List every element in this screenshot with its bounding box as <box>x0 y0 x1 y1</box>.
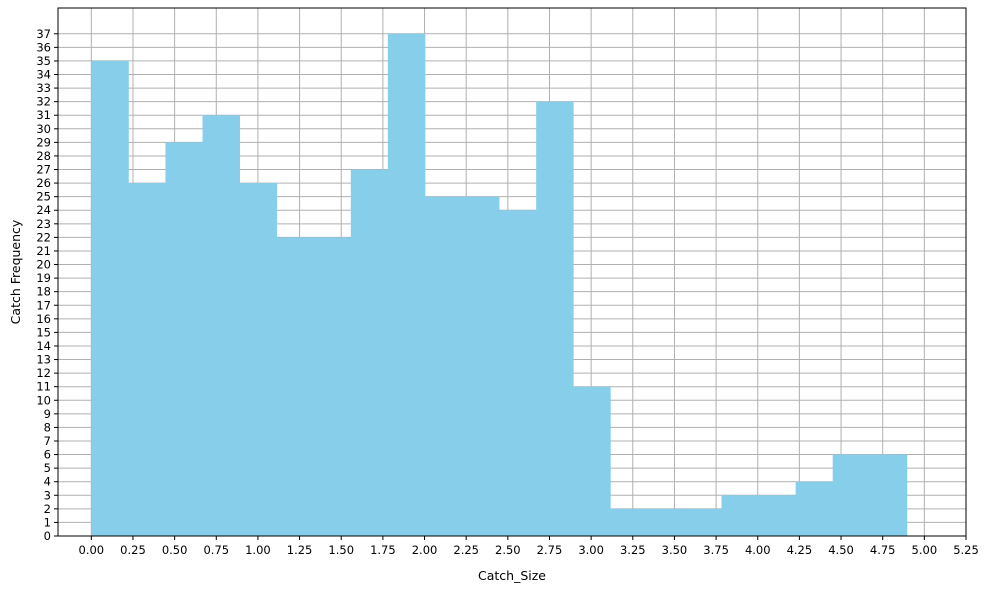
y-tick-label: 19 <box>36 271 51 285</box>
histogram-bar <box>462 196 500 536</box>
y-tick-label: 31 <box>36 108 51 122</box>
histogram-bar <box>91 60 129 537</box>
y-tick-label: 26 <box>36 176 51 190</box>
y-tick-label: 37 <box>36 27 51 41</box>
y-tick-label: 28 <box>36 149 51 163</box>
x-tick-label: 1.00 <box>245 543 271 557</box>
x-tick-label: 4.25 <box>787 543 813 557</box>
y-tick-label: 2 <box>44 502 51 516</box>
histogram-bar <box>313 237 352 536</box>
y-tick-label: 7 <box>44 434 51 448</box>
y-tick-label: 21 <box>36 244 51 258</box>
x-tick-label: 3.25 <box>620 543 646 557</box>
y-tick-label: 34 <box>36 68 51 82</box>
histogram-bar <box>165 142 203 537</box>
x-tick-label: 2.00 <box>412 543 438 557</box>
histogram-bar <box>684 508 722 536</box>
bars <box>91 33 908 537</box>
histogram-bar <box>758 495 797 536</box>
y-tick-label: 9 <box>44 407 51 421</box>
histogram-bar <box>350 169 389 536</box>
y-tick-label: 10 <box>36 393 51 407</box>
x-axis-label: Catch_Size <box>478 568 546 583</box>
x-tick-label: 1.50 <box>328 543 354 557</box>
histogram-bar <box>202 115 240 536</box>
x-tick-label: 4.50 <box>828 543 854 557</box>
y-tick-label: 13 <box>36 353 51 367</box>
y-tick-label: 18 <box>36 285 51 299</box>
histogram-bar <box>276 237 315 536</box>
y-tick-label: 36 <box>36 40 51 54</box>
y-tick-label: 20 <box>36 258 51 272</box>
x-tick-label: 3.75 <box>703 543 729 557</box>
histogram-bar <box>832 454 871 536</box>
y-tick-label: 0 <box>44 529 51 543</box>
y-tick-label: 27 <box>36 163 51 177</box>
y-tick-label: 30 <box>36 122 51 136</box>
plot-frame <box>57 7 967 537</box>
y-tick-label: 5 <box>44 461 51 475</box>
y-tick-label: 11 <box>36 380 51 394</box>
y-tick-label: 24 <box>36 203 51 217</box>
y-tick-label: 8 <box>44 420 51 434</box>
x-tick-label: 1.25 <box>287 543 313 557</box>
histogram-bar <box>610 508 648 536</box>
histogram-bar <box>239 183 278 537</box>
x-tick-label: 3.00 <box>578 543 604 557</box>
axes: 0.00 0.25 0.50 0.75 1.00 1.25 1.50 1.75 2.00 2.25… <box>36 7 979 557</box>
histogram-bar <box>647 508 685 536</box>
histogram-bar <box>387 33 426 536</box>
y-axis-label: Catch Frequency <box>8 219 23 324</box>
histogram-bar <box>499 210 537 536</box>
x-tick-label: 0.75 <box>203 543 229 557</box>
y-tick-label: 14 <box>36 339 51 353</box>
x-tick-label: 2.25 <box>453 543 479 557</box>
y-tick-label: 33 <box>36 81 51 95</box>
histogram-bar <box>795 481 834 536</box>
histogram-bar <box>424 196 463 536</box>
x-tick-label: 1.75 <box>370 543 396 557</box>
y-tick-label: 22 <box>36 230 51 244</box>
y-tick-label: 6 <box>44 448 51 462</box>
x-tick-label: 4.00 <box>745 543 771 557</box>
y-tick-label: 3 <box>44 488 51 502</box>
y-tick-label: 16 <box>36 312 51 326</box>
y-tick-label: 23 <box>36 217 51 231</box>
histogram-bar <box>869 454 908 536</box>
histogram-bar <box>536 101 574 537</box>
x-tick-label: 0.25 <box>120 543 146 557</box>
y-tick-label: 29 <box>36 135 51 149</box>
x-tick-label: 0.50 <box>162 543 188 557</box>
y-tick-label: 4 <box>44 475 51 489</box>
y-tick-label: 15 <box>36 325 51 339</box>
y-tick-label: 12 <box>36 366 51 380</box>
x-tick-label: 0.00 <box>79 543 105 557</box>
histogram-bar <box>721 495 759 536</box>
x-tick-label: 5.25 <box>953 543 979 557</box>
x-tick-label: 4.75 <box>870 543 896 557</box>
histogram-bar <box>128 183 166 537</box>
x-tick-label: 3.50 <box>662 543 688 557</box>
y-tick-label: 25 <box>36 190 51 204</box>
y-tick-label: 17 <box>36 298 51 312</box>
y-tick-label: 1 <box>44 515 51 529</box>
x-tick-label: 2.75 <box>537 543 563 557</box>
x-tick-label: 2.50 <box>495 543 521 557</box>
y-tick-label: 35 <box>36 54 51 68</box>
x-tick-label: 5.00 <box>912 543 938 557</box>
y-tick-label: 32 <box>36 95 51 109</box>
histogram-bar <box>573 386 611 536</box>
